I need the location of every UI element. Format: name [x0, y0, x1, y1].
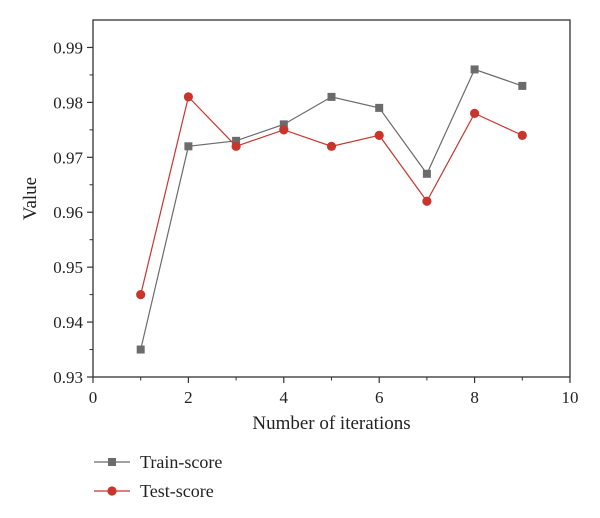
x-tick-label: 2	[184, 388, 193, 407]
data-point	[422, 196, 432, 206]
data-point	[183, 92, 193, 102]
legend: Train-score Test-score	[94, 452, 222, 501]
x-tick-label: 10	[562, 388, 579, 407]
data-point	[375, 103, 384, 112]
series-line	[140, 95, 523, 295]
plot-border	[92, 19, 571, 378]
series-line	[140, 68, 523, 350]
data-point	[136, 290, 146, 300]
legend-marker	[108, 458, 116, 466]
y-tick-label: 0.94	[53, 313, 83, 332]
legend-label: Test-score	[140, 481, 214, 501]
data-point	[231, 141, 241, 151]
data-point	[517, 130, 527, 140]
data-point	[136, 345, 145, 354]
data-point	[279, 120, 288, 129]
x-axis-label: Number of iterations	[252, 413, 410, 434]
data-point	[518, 81, 527, 90]
x-tick-label: 0	[89, 388, 98, 407]
x-axis-ticks: 0 2 4 6 8 10	[89, 377, 579, 407]
data-point	[422, 169, 431, 178]
series-train-score	[136, 65, 527, 354]
y-axis-label: Value	[20, 177, 41, 220]
legend-item: Train-score	[94, 452, 222, 472]
series-test-score	[136, 92, 527, 300]
y-tick-label: 0.95	[53, 258, 83, 277]
data-point	[327, 92, 336, 101]
x-tick-label: 6	[375, 388, 384, 407]
y-tick-label: 0.93	[53, 368, 83, 387]
y-tick-label: 0.98	[53, 93, 83, 112]
y-axis-ticks: 0.93 0.94 0.95 0.96 0.97 0.98 0.99	[53, 38, 93, 387]
y-tick-label: 0.96	[53, 203, 83, 222]
data-point	[374, 130, 384, 140]
y-tick-label: 0.97	[53, 148, 83, 167]
y-tick-label: 0.99	[53, 38, 83, 57]
plot-frame	[92, 19, 571, 378]
legend-marker	[107, 486, 117, 496]
data-point	[470, 65, 479, 74]
x-tick-label: 4	[280, 388, 289, 407]
legend-label: Train-score	[140, 452, 222, 472]
x-tick-label: 8	[470, 388, 479, 407]
data-point	[184, 142, 193, 151]
series-layer	[136, 65, 527, 354]
data-point	[279, 125, 289, 135]
data-point	[326, 141, 337, 151]
legend-item: Test-score	[94, 481, 214, 501]
data-point	[470, 108, 480, 118]
data-point	[232, 136, 241, 145]
